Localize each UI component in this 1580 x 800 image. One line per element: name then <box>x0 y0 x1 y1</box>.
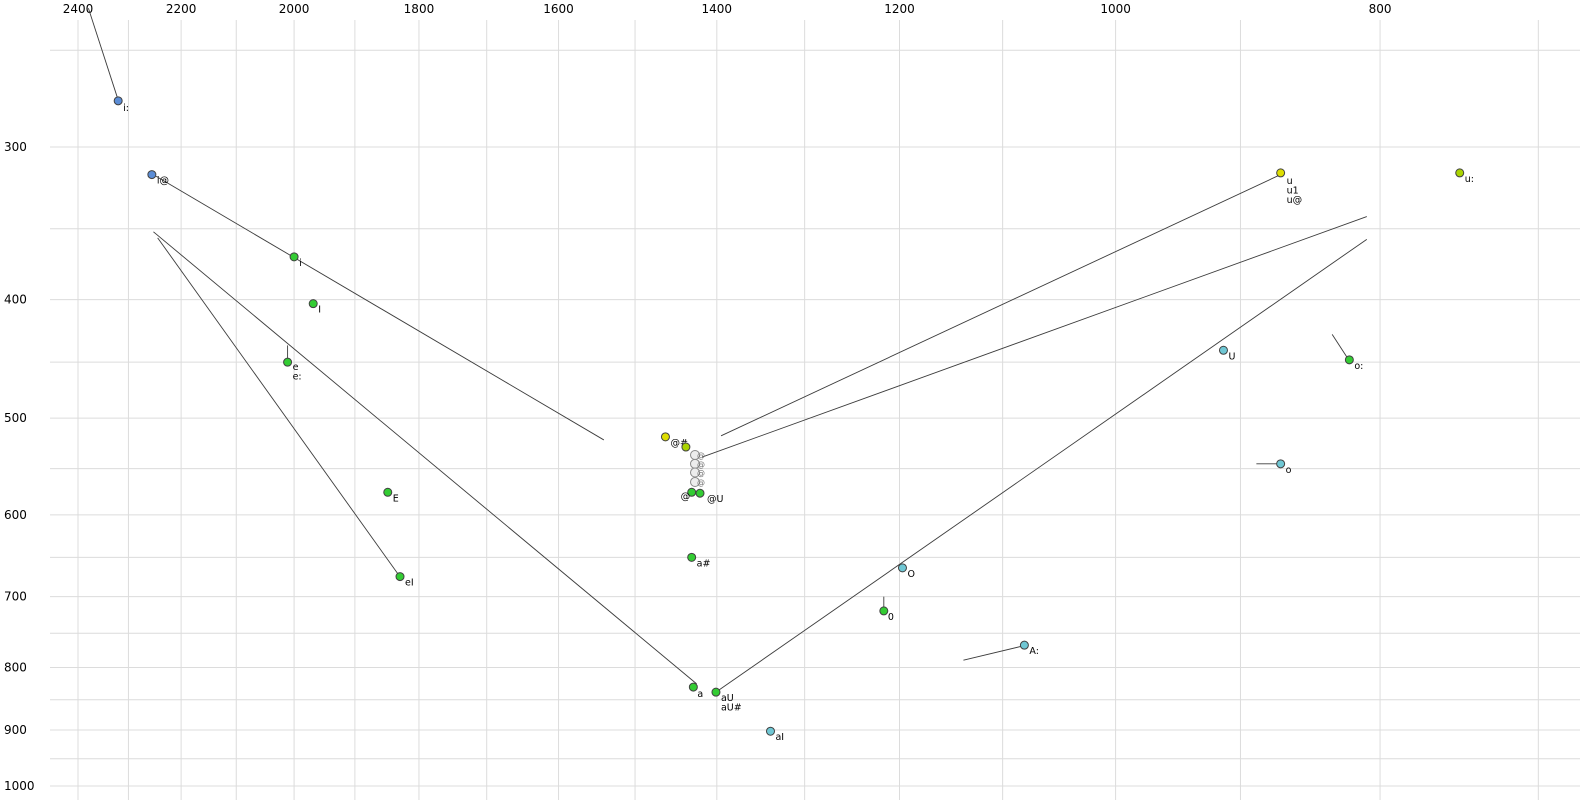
data-point-eI[interactable] <box>395 572 405 582</box>
point-label-@: @ <box>697 451 705 460</box>
point-label-aU: aU <box>721 693 734 704</box>
y-tick-label: 600 <box>4 508 27 522</box>
trajectory-line-4 <box>720 174 1281 437</box>
data-point-i@[interactable] <box>147 170 157 180</box>
y-tick-label: 900 <box>4 723 27 737</box>
point-label-u@: u@ <box>1287 195 1303 206</box>
point-label-E: E <box>393 493 399 504</box>
data-point-aI[interactable] <box>765 726 775 736</box>
point-label-u1: u1 <box>1287 185 1299 196</box>
data-point-u:[interactable] <box>1455 168 1465 178</box>
y-tick-label: 1000 <box>4 779 35 793</box>
y-tick-label: 300 <box>4 140 27 154</box>
point-label-i:: i: <box>123 103 129 114</box>
x-tick-label: 2400 <box>63 2 94 16</box>
trajectory-line-1 <box>155 175 605 441</box>
y-tick-label: 400 <box>4 293 27 307</box>
point-label-U: U <box>1228 351 1235 362</box>
y-tick-label: 700 <box>4 590 27 604</box>
data-point-a[interactable] <box>688 682 698 692</box>
point-label-@U: @U <box>707 494 724 505</box>
data-point-I[interactable] <box>308 299 318 309</box>
data-point-aU[interactable] <box>711 687 721 697</box>
data-point-0[interactable] <box>879 606 889 616</box>
data-point-unlabeled[interactable] <box>681 442 691 452</box>
point-label-o: o <box>1286 465 1292 476</box>
data-point-o[interactable] <box>1276 459 1286 469</box>
trajectory-line-6 <box>716 238 1368 692</box>
point-label-aU#: aU# <box>721 703 742 714</box>
point-label-o:: o: <box>1354 361 1363 372</box>
x-tick-label: 1400 <box>702 2 733 16</box>
data-point-i[interactable] <box>289 252 299 262</box>
point-label-u:: u: <box>1465 174 1474 185</box>
data-point-@#[interactable] <box>660 432 670 442</box>
data-point-A:[interactable] <box>1019 640 1029 650</box>
x-tick-label: 2200 <box>166 2 197 16</box>
trajectory-line-2 <box>153 231 697 685</box>
point-label-@: @ <box>697 469 705 478</box>
point-label-a: a <box>697 689 703 700</box>
x-tick-label: 1600 <box>543 2 574 16</box>
x-tick-label: 1800 <box>404 2 435 16</box>
point-label-0: 0 <box>888 612 894 623</box>
point-label-i: i <box>299 258 302 269</box>
data-point-U[interactable] <box>1218 345 1228 355</box>
point-label-@: @ <box>681 491 691 502</box>
point-label-eI: eI <box>405 578 414 589</box>
data-point-e[interactable] <box>283 357 293 367</box>
point-label-I: I <box>318 305 321 316</box>
trajectory-line-5 <box>702 216 1367 458</box>
data-point-@U[interactable] <box>695 488 705 498</box>
point-label-i@: i@ <box>157 176 169 187</box>
trajectory-line-10 <box>1331 334 1349 359</box>
point-label-O: O <box>907 569 914 580</box>
y-tick-label: 800 <box>4 661 27 675</box>
trajectory-line-11 <box>963 645 1024 661</box>
point-label-@#: @# <box>670 438 688 449</box>
point-label-@: @ <box>697 478 705 487</box>
x-tick-label: 1200 <box>884 2 915 16</box>
data-point-O[interactable] <box>897 563 907 573</box>
trajectory-line-0 <box>87 8 118 98</box>
data-point-i:[interactable] <box>113 96 123 106</box>
point-label-a#: a# <box>697 558 711 569</box>
point-label-@: @ <box>697 460 705 469</box>
data-point-o:[interactable] <box>1344 355 1354 365</box>
point-label-A:: A: <box>1029 646 1039 657</box>
y-tick-label: 500 <box>4 411 27 425</box>
point-label-e: e <box>293 362 299 373</box>
data-point-a#[interactable] <box>687 552 697 562</box>
point-label-e:: e: <box>293 372 302 383</box>
point-label-aI: aI <box>775 732 784 743</box>
data-point-@[interactable] <box>690 477 701 488</box>
data-point-u[interactable] <box>1276 168 1286 178</box>
x-tick-label: 800 <box>1369 2 1392 16</box>
point-label-u: u <box>1287 176 1293 187</box>
x-tick-label: 1000 <box>1100 2 1131 16</box>
trajectory-line-3 <box>157 237 400 576</box>
x-tick-label: 2000 <box>279 2 310 16</box>
data-point-E[interactable] <box>383 487 393 497</box>
